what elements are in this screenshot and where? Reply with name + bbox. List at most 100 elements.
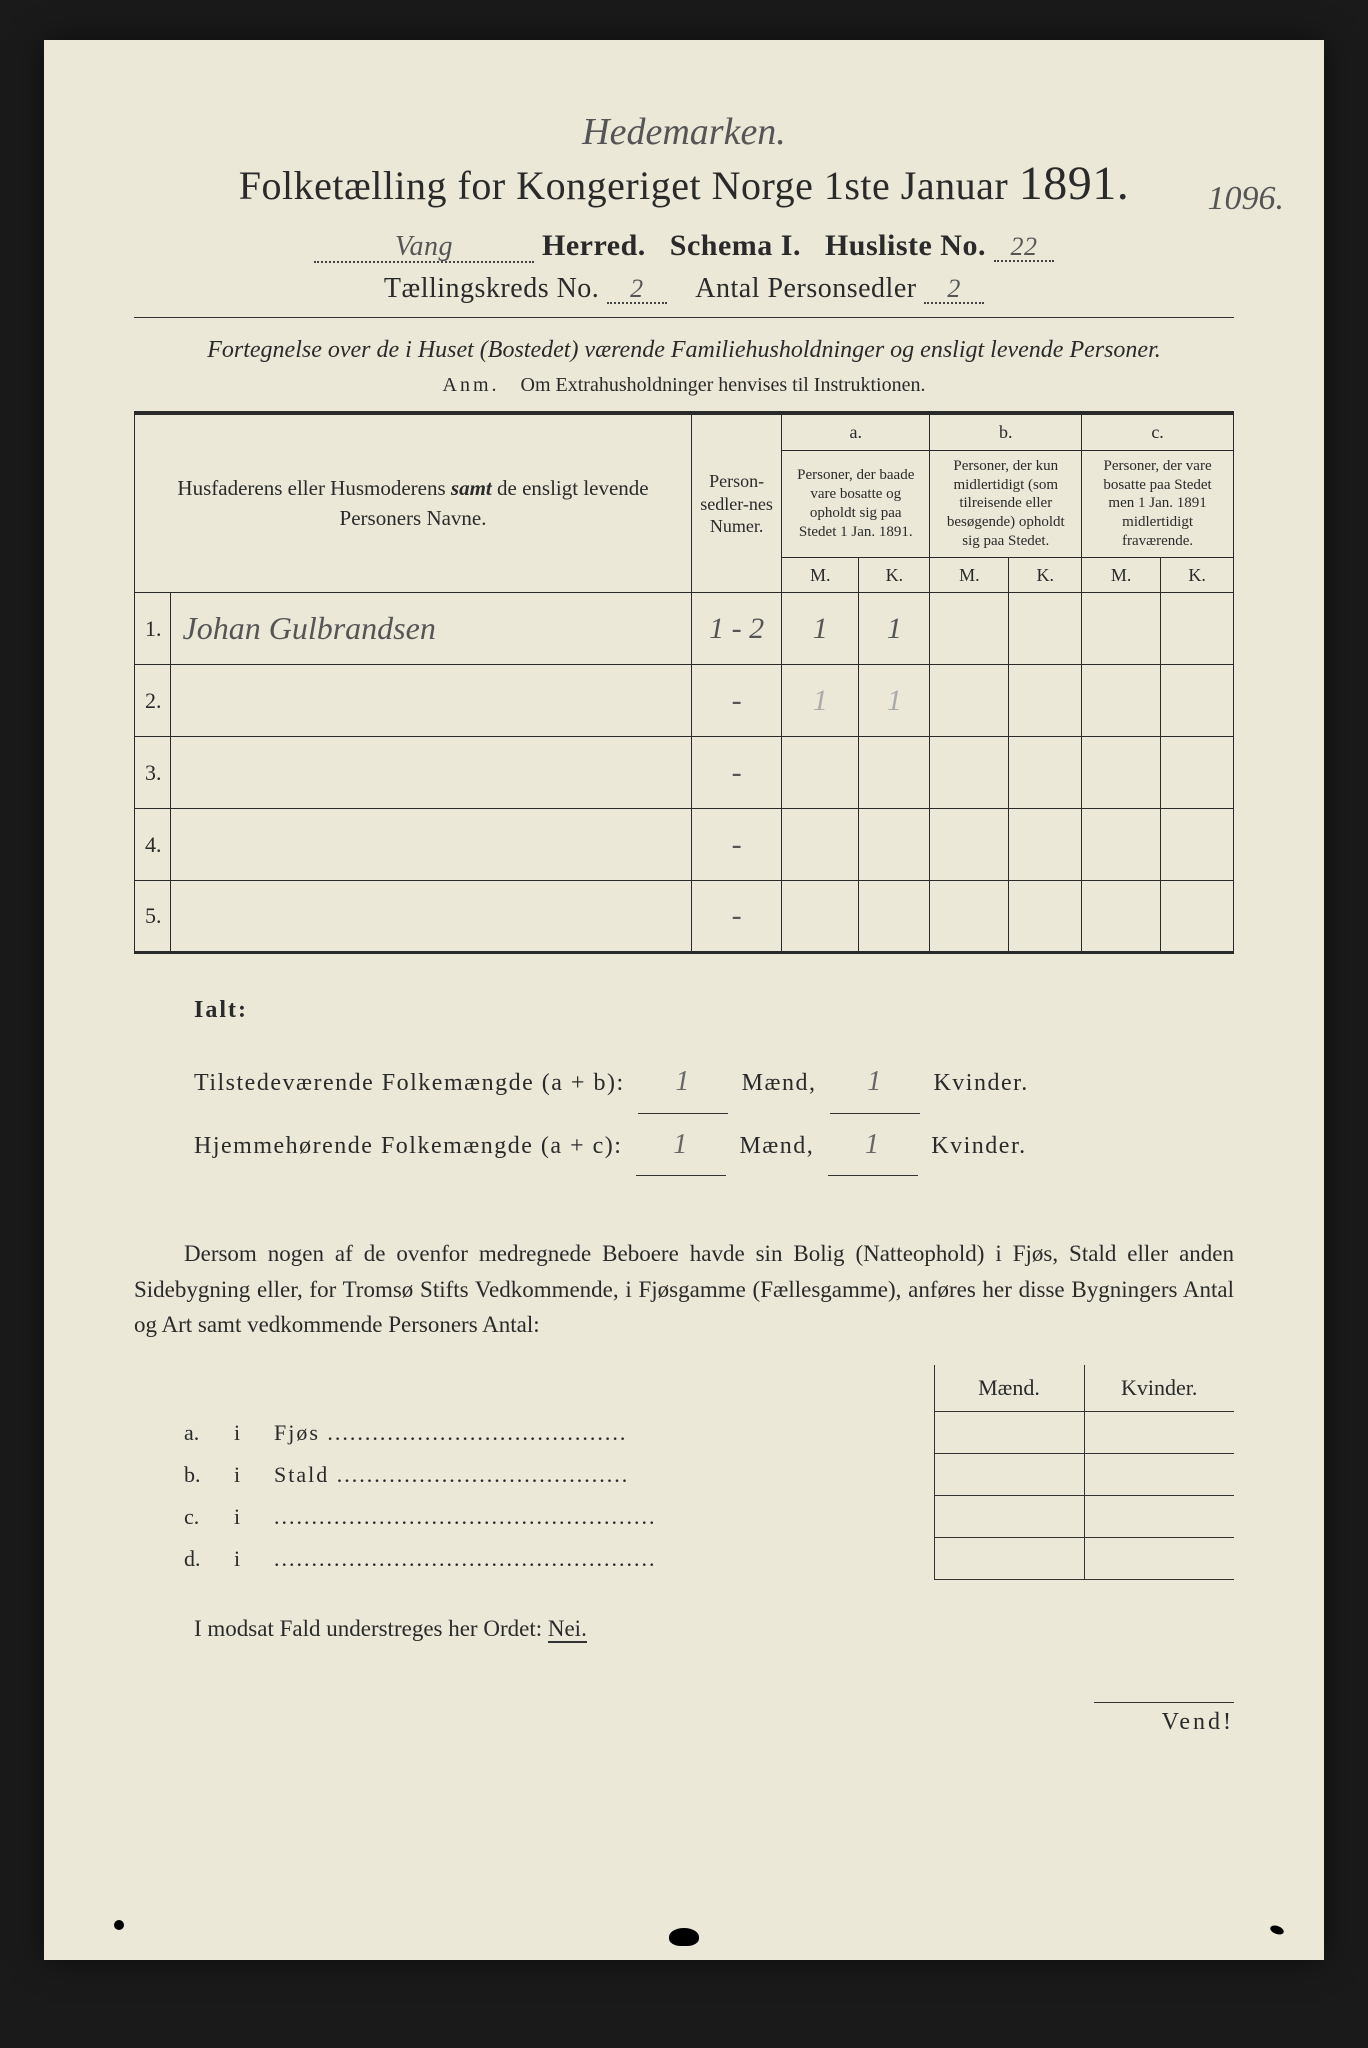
husliste-label: Husliste No.	[825, 229, 986, 262]
sum1-k: 1	[830, 1051, 920, 1114]
row-b-k	[1009, 809, 1082, 881]
sub-k	[1084, 1538, 1234, 1580]
row-a-m	[782, 809, 859, 881]
sub-idx: a.	[174, 1412, 224, 1454]
th-a-letter: a.	[782, 413, 930, 450]
schema-label: Schema I.	[670, 229, 801, 262]
sub-label: Stald ..................................…	[264, 1454, 934, 1496]
row-a-m	[782, 737, 859, 809]
sub-label: Fjøs ...................................…	[264, 1412, 934, 1454]
row-c-m	[1082, 593, 1161, 665]
herred-line: Vang Herred. Schema I. Husliste No. 22	[134, 229, 1234, 263]
row-b-k	[1009, 593, 1082, 665]
sum1-maend: Mænd,	[742, 1070, 817, 1096]
row-c-m	[1082, 737, 1161, 809]
sub-i: i	[224, 1496, 264, 1538]
row-a-k: 1	[859, 593, 930, 665]
sub-i: i	[224, 1454, 264, 1496]
kreds-no-field: 2	[607, 276, 667, 304]
nei-word: Nei.	[548, 1616, 587, 1643]
row-b-m	[930, 881, 1009, 953]
row-number: 4.	[135, 809, 171, 881]
sum1-label: Tilstedeværende Folkemængde (a + b):	[194, 1070, 625, 1096]
sub-idx: d.	[174, 1538, 224, 1580]
th-b-m: M.	[930, 557, 1009, 593]
row-number: 2.	[135, 665, 171, 737]
row-numer: -	[692, 809, 782, 881]
row-a-k	[859, 737, 930, 809]
ialt-label: Ialt:	[194, 984, 1234, 1037]
th-names: Husfaderens eller Husmoderens samt de en…	[135, 413, 692, 592]
th-b: Personer, der kun midlertidigt (som tilr…	[930, 450, 1082, 557]
th-c-k: K.	[1161, 557, 1234, 593]
sub-row: a.iFjøs ................................…	[174, 1412, 1234, 1454]
th-c-letter: c.	[1082, 413, 1234, 450]
row-name: Johan Gulbrandsen	[170, 593, 692, 665]
sub-k	[1084, 1496, 1234, 1538]
sub-idx: c.	[174, 1496, 224, 1538]
row-a-k	[859, 881, 930, 953]
anm-lead: Anm.	[443, 374, 500, 396]
row-b-m	[930, 665, 1009, 737]
table-row: 3.-	[135, 737, 1234, 809]
sub-m	[934, 1454, 1084, 1496]
ink-blot-center	[669, 1928, 699, 1946]
husliste-no-field: 22	[994, 234, 1054, 262]
table-row: 2.-11	[135, 665, 1234, 737]
sub-m	[934, 1412, 1084, 1454]
sub-th-kvinder: Kvinder.	[1084, 1365, 1234, 1412]
row-numer: -	[692, 881, 782, 953]
th-a: Personer, der baade vare bosatte og opho…	[782, 450, 930, 557]
row-number: 3.	[135, 737, 171, 809]
sub-label: ........................................…	[264, 1538, 934, 1580]
th-a-m: M.	[782, 557, 859, 593]
row-c-k	[1161, 809, 1234, 881]
row-b-m	[930, 809, 1009, 881]
sub-k	[1084, 1454, 1234, 1496]
row-name	[170, 881, 692, 953]
antal-label: Antal Personsedler	[695, 273, 916, 304]
sum2-kvinder: Kvinder.	[931, 1133, 1026, 1159]
sub-row: b.iStald ...............................…	[174, 1454, 1234, 1496]
title-text: Folketælling for Kongeriget Norge 1ste J…	[239, 163, 1008, 208]
row-c-m	[1082, 881, 1161, 953]
region-handwritten: Hedemarken.	[134, 110, 1234, 154]
sum1-m: 1	[638, 1051, 728, 1114]
row-name	[170, 809, 692, 881]
ink-blot-left	[114, 1920, 124, 1930]
sub-th-maend: Mænd.	[934, 1365, 1084, 1412]
subtitle: Fortegnelse over de i Huset (Bostedet) v…	[134, 334, 1234, 366]
th-b-letter: b.	[930, 413, 1082, 450]
th-c: Personer, der vare bosatte paa Stedet me…	[1082, 450, 1234, 557]
sub-row: d.i.....................................…	[174, 1538, 1234, 1580]
title-year: 1891.	[1019, 157, 1130, 210]
row-c-k	[1161, 881, 1234, 953]
herred-name-field: Vang	[314, 233, 534, 263]
sum2-m: 1	[636, 1114, 726, 1177]
sum2-k: 1	[828, 1114, 918, 1177]
sum2-label: Hjemmehørende Folkemængde (a + c):	[194, 1133, 622, 1159]
nei-pre: I modsat Fald understreges her Ordet:	[194, 1616, 542, 1641]
row-b-m	[930, 593, 1009, 665]
row-number: 1.	[135, 593, 171, 665]
row-name	[170, 737, 692, 809]
row-c-k	[1161, 593, 1234, 665]
row-numer: -	[692, 665, 782, 737]
paragraph-dersom: Dersom nogen af de ovenfor medregnede Be…	[134, 1236, 1234, 1343]
main-title: Folketælling for Kongeriget Norge 1ste J…	[134, 156, 1234, 211]
th-a-k: K.	[859, 557, 930, 593]
sub-m	[934, 1496, 1084, 1538]
nei-line: I modsat Fald understreges her Ordet: Ne…	[134, 1616, 1234, 1642]
row-a-m: 1	[782, 665, 859, 737]
row-b-m	[930, 737, 1009, 809]
row-c-m	[1082, 809, 1161, 881]
sum1-kvinder: Kvinder.	[933, 1070, 1028, 1096]
anm-text: Om Extrahusholdninger henvises til Instr…	[521, 374, 926, 396]
sub-idx: b.	[174, 1454, 224, 1496]
th-c-m: M.	[1082, 557, 1161, 593]
row-a-k	[859, 809, 930, 881]
row-b-k	[1009, 881, 1082, 953]
table-row: 1.Johan Gulbrandsen1 - 211	[135, 593, 1234, 665]
row-c-k	[1161, 665, 1234, 737]
row-b-k	[1009, 665, 1082, 737]
